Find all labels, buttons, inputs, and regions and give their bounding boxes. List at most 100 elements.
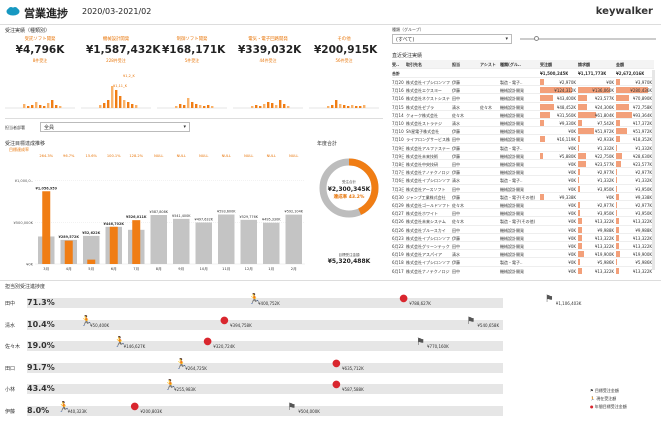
- table-row[interactable]: 7月16日株式会社ネクストシステム田中 機械設計開発 ¥43,400K ¥23,577…: [392, 94, 654, 103]
- table-row[interactable]: 6月19日株式会社アスパイア 清水 機械設計開発 ¥0K ¥19,900K ¥19,900…: [392, 250, 654, 259]
- table-row[interactable]: 6月26日株式会社未来システム佐々木 製造・電子(その他) ¥0K ¥13,322K ¥…: [392, 217, 654, 226]
- column-header[interactable]: 種類(グル..: [500, 62, 521, 67]
- type-slider-handle[interactable]: [534, 36, 539, 41]
- table-row[interactable]: 7月10日Sh星電子株式会社 伊藤 機械設計開発 ¥0K ¥51,972K ¥51,972…: [392, 127, 654, 136]
- table-row[interactable]: 7月9日株式会社アルファステーション伊藤 製造・電子.. ¥0K ¥1,332K ¥1,…: [392, 144, 654, 152]
- table-cell: 清水: [452, 104, 460, 110]
- map-pin-icon: ●: [332, 379, 341, 390]
- table-cell: 株式会社ナノテクノロジー: [406, 170, 450, 176]
- department-select[interactable]: 全員 ▾: [40, 122, 190, 132]
- kpi-spark-bar: [135, 105, 138, 108]
- goal-amount: ¥504,000K: [298, 408, 320, 414]
- table-row[interactable]: 6月22日株式会社グリーンテック田中 機械設計開発 ¥0K ¥13,322K ¥13,3…: [392, 242, 654, 251]
- table-row[interactable]: 7月15日株式会社ゼブラ 清水 佐々木 機械設計開発 ¥48,452K ¥24,306K ¥…: [392, 103, 654, 111]
- table-cell: ¥0K: [568, 186, 576, 192]
- table-cell: 6月18日: [392, 260, 404, 266]
- kpi-spark-bar: [343, 105, 346, 108]
- table-row[interactable]: 7月16日株式会社エクスヨー 伊藤 機械設計開発 ¥124,312K ¥136,060K…: [392, 86, 654, 95]
- bar-value-label: ¥541,400K: [172, 214, 191, 218]
- table-row[interactable]: 7月10日ライフロングサービス株式会社田中 機械設計開発 ¥16,119K ¥2,93…: [392, 135, 654, 144]
- table-row[interactable]: 7月20日株式会社イプシロンソフト伊藤 製造・電子.. ¥2,970K ¥0K ¥3,9…: [392, 78, 654, 87]
- cell-bar: [616, 152, 623, 159]
- table-row[interactable]: 6月30日ジャンプ工業株式会社伊藤 製造・電子(その他) ¥9,338K ¥0K ¥9,…: [392, 193, 654, 201]
- table-row[interactable]: 7月9日 株式会社未来技術 伊藤 機械設計開発 ¥5,880K ¥22,750K ¥28,6…: [392, 152, 654, 160]
- table-cell: ¥124,312K: [554, 88, 576, 94]
- page-title: 営業進捗: [24, 7, 68, 20]
- table-row[interactable]: 6月29日株式会社ゴールドソフト佐々木 機械設計開発 ¥0K ¥2,977K ¥2,97…: [392, 201, 654, 210]
- table-cell: 株式会社アスパイア: [406, 252, 442, 258]
- cell-bar: [578, 177, 580, 184]
- table-cell: ¥13,322K: [632, 235, 652, 241]
- cell-bar: [616, 251, 621, 258]
- column-header[interactable]: 担当: [452, 62, 460, 67]
- target-amount: ¥320,724K: [213, 344, 235, 349]
- rate-label: NULL: [267, 154, 276, 158]
- table-row[interactable]: 7月10日株式会社ストラテジ 清水 機械設計開発 ¥9,330K ¥7,542K ¥17,…: [392, 119, 654, 128]
- table-row[interactable]: 7月8日 株式会社中央技研 田中 機械設計開発 ¥0K ¥23,577K ¥23,577K: [392, 160, 654, 169]
- cell-bar: [578, 210, 580, 217]
- table-cell: ¥23,577K: [594, 96, 614, 102]
- table-cell: ¥22,750K: [594, 153, 614, 159]
- kpi-spark-bar: [127, 102, 130, 108]
- map-pin-icon: ●: [590, 404, 594, 409]
- table-row[interactable]: 7月3日 株式会社アースソフト 田中 機械設計開発 ¥0K ¥3,950K ¥3,950K: [392, 185, 654, 193]
- column-header[interactable]: 請求額: [578, 62, 590, 67]
- table-row[interactable]: 6月23日株式会社イプシロンソフト伊藤 機械設計開発 ¥0K ¥13,322K ¥13,…: [392, 234, 654, 242]
- table-row[interactable]: 7月6日 株式会社イプシロンソフト 清水 製造・電子.. ¥0K ¥1,332K ¥1,33…: [392, 176, 654, 185]
- table-cell: ¥18,352K: [632, 137, 652, 143]
- table-row[interactable]: 6月26日株式会社ブルースカイ田中 機械設計開発 ¥0K ¥9,988K ¥9,988K: [392, 226, 654, 234]
- table-cell: 伊藤: [452, 145, 460, 151]
- table-row[interactable]: 7月14日クォーク株式会社 佐々木 機械設計開発 ¥31,560K ¥61,804K ¥9…: [392, 111, 654, 119]
- kpi-value: ¥4,796K: [15, 44, 65, 56]
- table-cell: 機械設計開発: [500, 121, 524, 126]
- cell-bar: [540, 87, 573, 94]
- cell-bar: [616, 95, 629, 102]
- x-tick-label: 6月: [111, 266, 117, 271]
- table-cell: 株式会社アースソフト: [406, 186, 446, 192]
- cell-bar: [578, 144, 580, 151]
- table-cell: ¥0K: [568, 260, 576, 266]
- table-cell: ¥0K: [568, 227, 576, 233]
- column-header[interactable]: 受..: [392, 62, 400, 67]
- table-cell: ¥0K: [606, 194, 614, 200]
- rate-subtitle: 目標達成率: [9, 146, 29, 152]
- bar-value-label: ¥526,011K: [126, 215, 147, 219]
- chevron-down-icon: ▾: [505, 36, 508, 42]
- table-cell: 6月26日: [392, 227, 404, 233]
- table-row[interactable]: 6月18日株式会社イプシロンソフト伊藤 製造・電子.. ¥0K ¥5,986K ¥5,9…: [392, 258, 654, 267]
- column-header[interactable]: 受注額: [540, 62, 552, 67]
- column-header[interactable]: 金額: [616, 62, 624, 67]
- table-cell: 田中: [452, 162, 460, 167]
- header-divider: [0, 24, 661, 25]
- table-cell: 伊藤: [452, 80, 460, 85]
- table-row[interactable]: 6月27日株式会社ホワイト 田中 機械設計開発 ¥0K ¥3,950K ¥3,950K: [392, 209, 654, 218]
- target-bar: [263, 222, 280, 264]
- table-cell: ¥0K: [568, 268, 576, 274]
- table-scrollbar[interactable]: [652, 70, 655, 270]
- kpi-count: 5件受注: [184, 58, 200, 63]
- table-cell: ¥48,452K: [556, 104, 576, 110]
- cell-bar: [578, 243, 583, 249]
- kpi-count: 56件受注: [335, 58, 353, 63]
- type-slider-track[interactable]: [520, 38, 656, 40]
- table-cell: ¥9,988K: [635, 227, 652, 233]
- column-header[interactable]: 取引先名: [406, 62, 422, 67]
- cell-bar: [616, 226, 619, 233]
- table-row[interactable]: 7月7日 株式会社ナノテクノロジー 伊藤 機械設計開発 ¥0K ¥2,977K ¥2,977…: [392, 168, 654, 177]
- table-cell: ¥3,970K: [635, 80, 652, 85]
- cell-bar: [616, 103, 629, 110]
- flag-icon: ⚑: [466, 315, 476, 327]
- table-cell: 機械設計開発: [500, 211, 524, 217]
- kpi-spark-bar: [267, 102, 270, 108]
- cell-bar: [616, 79, 620, 85]
- table-cell: 伊藤: [452, 88, 460, 94]
- kpi-divider: [5, 118, 383, 119]
- table-cell: 機械設計開発: [500, 129, 524, 135]
- column-header[interactable]: アシスト: [480, 62, 496, 67]
- runner-icon: 🏃: [175, 358, 188, 370]
- current-amount: ¥264,725K: [185, 365, 207, 371]
- table-cell: 機械設計開発: [500, 153, 524, 159]
- table-row[interactable]: 6月17日株式会社ナノテクノロジー田中 機械設計開発 ¥0K ¥13,322K ¥13,…: [392, 267, 654, 274]
- type-group-select[interactable]: (すべて) ▾: [392, 34, 512, 44]
- filter-label: 担当者部署: [5, 125, 25, 130]
